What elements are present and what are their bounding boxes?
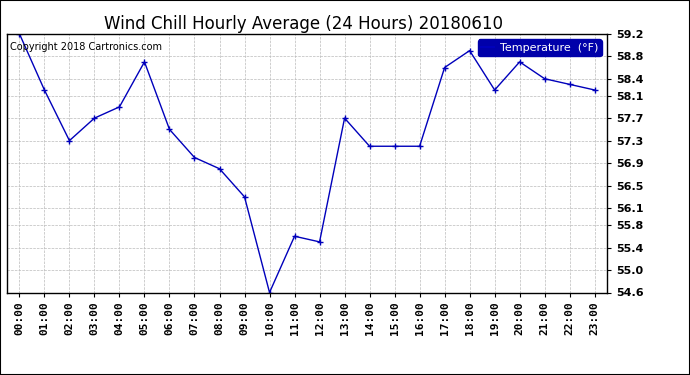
Text: Copyright 2018 Cartronics.com: Copyright 2018 Cartronics.com	[10, 42, 162, 51]
Legend: Temperature  (°F): Temperature (°F)	[477, 39, 602, 56]
Text: Wind Chill Hourly Average (24 Hours) 20180610: Wind Chill Hourly Average (24 Hours) 201…	[104, 15, 503, 33]
